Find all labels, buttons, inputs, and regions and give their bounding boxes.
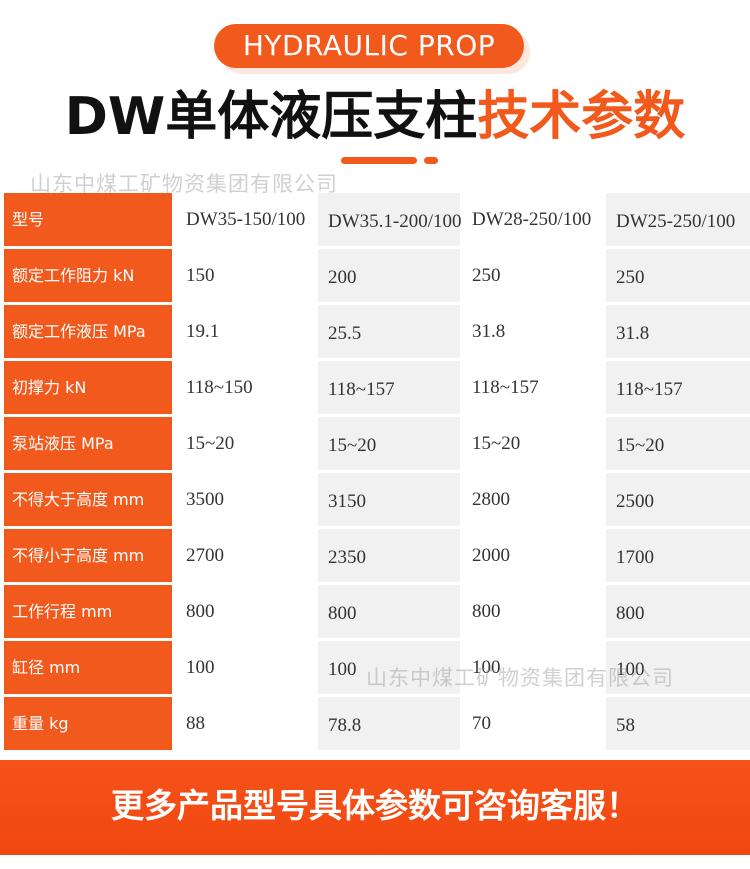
table-cell-text: 25.5 [328,323,362,344]
table-cell: 800 [462,585,604,638]
table-row: 不得小于高度 mm 2700 2350 2000 1700 [0,529,750,582]
table-cell: 118~157 [606,361,750,414]
table-cell: 15~20 [606,417,750,470]
row-label: 缸径 mm [4,641,172,694]
table-cell: 800 [176,585,316,638]
table-cell-text: 2500 [616,491,654,512]
footer-banner-text: 更多产品型号具体参数可咨询客服！ [111,786,639,825]
table-cell: DW35-150/100 [176,193,316,246]
table-cell-text: 800 [616,603,645,624]
table-cell: 2350 [318,529,460,582]
row-label: 不得小于高度 mm [4,529,172,582]
title-underline-long [341,157,417,164]
table-cell: 31.8 [462,305,604,358]
table-cell: 2800 [462,473,604,526]
table-cell-text: 1700 [616,547,654,568]
table-cell: 15~20 [318,417,460,470]
title-underline-short [424,157,438,164]
table-cell: 58 [606,697,750,750]
table-cell: 100 [318,641,460,694]
table-cell: 100 [606,641,750,694]
footer-banner: 更多产品型号具体参数可咨询客服！ [0,760,750,855]
table-cell-text: 118~157 [616,379,683,400]
page-title-accent: 技术参数 [477,87,686,147]
table-cell: 88 [176,697,316,750]
table-cell: 118~157 [318,361,460,414]
table-cell: 19.1 [176,305,316,358]
page-title-main: DW单体液压支柱 [64,87,478,147]
page-title: DW单体液压支柱技术参数 [0,84,750,150]
table-cell-text: 3150 [328,491,366,512]
table-row: 额定工作阻力 kN 150 200 250 250 [0,249,750,302]
category-pill: HYDRAULIC PROP [214,24,524,68]
table-cell: 250 [606,249,750,302]
table-row: 初撑力 kN 118~150 118~157 118~157 118~157 [0,361,750,414]
row-label: 工作行程 mm [4,585,172,638]
table-cell: 1700 [606,529,750,582]
table-cell: 2000 [462,529,604,582]
row-label: 重量 kg [4,697,172,750]
table-cell-text: 78.8 [328,715,362,736]
row-label: 泵站液压 MPa [4,417,172,470]
row-label: 初撑力 kN [4,361,172,414]
row-label: 额定工作液压 MPa [4,305,172,358]
table-cell-text: 118~157 [328,379,395,400]
table-cell: 250 [462,249,604,302]
table-cell: 200 [318,249,460,302]
table-cell: DW25-250/100 [606,193,750,246]
table-cell: 78.8 [318,697,460,750]
table-cell: 800 [606,585,750,638]
table-cell-text: 100 [616,659,645,680]
table-cell: 15~20 [176,417,316,470]
table-cell-text: 250 [616,267,645,288]
table-cell-text: 2350 [328,547,366,568]
table-cell: DW28-250/100 [462,193,604,246]
table-row: 型号 DW35-150/100 DW35.1-200/100 DW28-250/… [0,193,750,246]
watermark-top: 山东中煤工矿物资集团有限公司 [30,172,338,196]
table-row: 缸径 mm 100 100 100 100 [0,641,750,694]
table-cell-text: 200 [328,267,357,288]
table-cell: 2500 [606,473,750,526]
table-cell: DW35.1-200/100 [318,193,462,246]
table-cell: 118~150 [176,361,316,414]
table-cell: 100 [462,641,604,694]
table-row: 额定工作液压 MPa 19.1 25.5 31.8 31.8 [0,305,750,358]
table-cell: 15~20 [462,417,604,470]
table-cell: 118~157 [462,361,604,414]
table-cell: 100 [176,641,316,694]
table-row: 工作行程 mm 800 800 800 800 [0,585,750,638]
watermark-middle: 山东中煤工矿物资集团有限公司 [366,666,674,690]
table-cell: 3500 [176,473,316,526]
row-label: 额定工作阻力 kN [4,249,172,302]
table-row: 重量 kg 88 78.8 70 58 [0,697,750,750]
table-cell: 70 [462,697,604,750]
table-cell-text: DW25-250/100 [616,211,736,232]
table-cell-text: 31.8 [616,323,650,344]
table-cell-text: 800 [328,603,357,624]
table-row: 泵站液压 MPa 15~20 15~20 15~20 15~20 [0,417,750,470]
table-row: 不得大于高度 mm 3500 3150 2800 2500 [0,473,750,526]
table-cell: 31.8 [606,305,750,358]
table-cell: 25.5 [318,305,460,358]
table-cell: 150 [176,249,316,302]
table-cell-text: 100 [328,659,357,680]
table-cell: 800 [318,585,460,638]
table-cell-text: 15~20 [616,435,665,456]
table-cell-text: DW35.1-200/100 [328,211,462,232]
table-cell-text: 15~20 [328,435,377,456]
table-cell-text: 58 [616,715,635,736]
row-label: 不得大于高度 mm [4,473,172,526]
row-label: 型号 [4,193,172,246]
table-cell: 3150 [318,473,460,526]
table-cell: 2700 [176,529,316,582]
